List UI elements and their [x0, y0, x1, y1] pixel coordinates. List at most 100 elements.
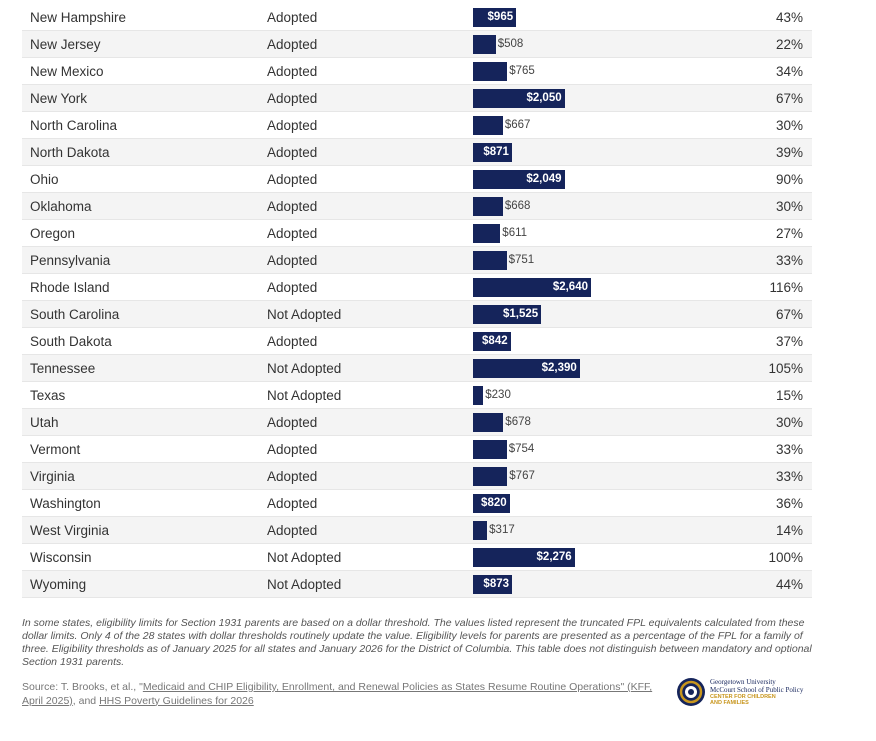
bar-value-label: $767 [509, 470, 535, 482]
expansion-status: Adopted [267, 172, 318, 187]
logo-line-families: AND FAMILIES [710, 700, 749, 706]
eligibility-bar [473, 224, 501, 243]
fpl-percent: 30% [775, 415, 803, 430]
table-row: Pennsylvania Adopted $751 33% [22, 247, 812, 274]
eligibility-bar [473, 359, 580, 378]
logo-line-university: Georgetown University [710, 678, 776, 686]
expansion-status: Not Adopted [267, 361, 342, 376]
fpl-percent: 27% [775, 226, 803, 241]
bar-value-label: $873 [483, 578, 510, 590]
fpl-percent: 30% [775, 199, 803, 214]
georgetown-logo: Georgetown University McCourt School of … [676, 677, 816, 709]
table-row: North Carolina Adopted $667 30% [22, 112, 812, 139]
table-row: Tennessee Not Adopted $2,390 105% [22, 355, 812, 382]
state-name: Utah [30, 415, 59, 430]
state-name: New Mexico [30, 64, 104, 79]
bar-value-label: $317 [489, 524, 515, 536]
eligibility-bar [473, 143, 512, 162]
bar-value-label: $667 [504, 119, 531, 131]
bar-value-label: $965 [487, 11, 514, 23]
eligibility-bar [473, 116, 503, 135]
bar-value-label: $842 [482, 335, 508, 347]
eligibility-bar [473, 8, 517, 27]
table-row: Wyoming Not Adopted $873 44% [22, 571, 812, 598]
table-row: Oregon Adopted $611 27% [22, 220, 812, 247]
expansion-status: Adopted [267, 469, 318, 484]
eligibility-bar [473, 170, 565, 189]
source-link-kff[interactable]: Medicaid and CHIP Eligibility, Enrollmen… [22, 681, 653, 707]
fpl-percent: 30% [775, 118, 803, 133]
expansion-status: Adopted [267, 280, 318, 295]
table-row: New Mexico Adopted $765 34% [22, 58, 812, 85]
fpl-percent: 67% [775, 307, 803, 322]
bar-value-label: $2,640 [552, 281, 588, 293]
fpl-percent: 36% [775, 496, 803, 511]
eligibility-bar [473, 305, 542, 324]
state-name: South Carolina [30, 307, 120, 322]
bar-value-label: $2,049 [526, 173, 562, 185]
table-row: New York Adopted $2,050 67% [22, 85, 812, 112]
eligibility-table: New Hampshire Adopted $965 43% New Jersey Ado… [22, 4, 812, 598]
expansion-status: Not Adopted [267, 388, 342, 403]
table-row: Ohio Adopted $2,049 90% [22, 166, 812, 193]
bar-value-label: $754 [508, 443, 535, 455]
table-row: South Carolina Not Adopted $1,525 67% [22, 301, 812, 328]
eligibility-bar [473, 35, 496, 54]
eligibility-bar [473, 440, 507, 459]
fpl-percent: 43% [775, 10, 803, 25]
fpl-percent: 22% [775, 37, 803, 52]
expansion-status: Adopted [267, 496, 318, 511]
fpl-percent: 44% [775, 577, 803, 592]
bar-value-label: $230 [485, 389, 511, 401]
state-name: Ohio [30, 172, 59, 187]
table-row: Wisconsin Not Adopted $2,276 100% [22, 544, 812, 571]
eligibility-bar [473, 251, 507, 270]
bar-value-label: $2,276 [536, 551, 572, 563]
expansion-status: Adopted [267, 64, 318, 79]
fpl-percent: 34% [775, 64, 803, 79]
bar-value-label: $2,050 [526, 92, 562, 104]
table-row: Vermont Adopted $754 33% [22, 436, 812, 463]
source-link-hhs[interactable]: HHS Poverty Guidelines for 2026 [99, 694, 254, 707]
state-name: South Dakota [30, 334, 112, 349]
fpl-percent: 33% [775, 253, 803, 268]
table-row: Rhode Island Adopted $2,640 116% [22, 274, 812, 301]
state-name: Rhode Island [30, 280, 110, 295]
expansion-status: Not Adopted [267, 307, 342, 322]
state-name: New Jersey [30, 37, 101, 52]
fpl-percent: 116% [769, 280, 803, 295]
state-name: Washington [30, 496, 101, 511]
bar-value-label: $751 [508, 254, 535, 266]
eligibility-bar [473, 467, 508, 486]
source-citation: Source: T. Brooks, et al., "Medicaid and… [22, 681, 662, 708]
expansion-status: Adopted [267, 10, 318, 25]
eligibility-bar [473, 494, 510, 513]
bar-value-label: $508 [497, 38, 524, 50]
state-name: North Dakota [30, 145, 110, 160]
eligibility-bar [473, 548, 575, 567]
table-row: West Virginia Adopted $317 14% [22, 517, 812, 544]
fpl-percent: 39% [775, 145, 803, 160]
fpl-percent: 67% [775, 91, 803, 106]
bar-value-label: $1,525 [502, 308, 539, 320]
logo-line-school: McCourt School of Public Policy [710, 685, 804, 694]
state-name: Pennsylvania [30, 253, 111, 268]
bar-value-label: $765 [509, 65, 535, 77]
fpl-percent: 14% [775, 523, 803, 538]
eligibility-bar [473, 575, 513, 594]
footnote: In some states, eligibility limits for S… [22, 617, 812, 668]
fpl-percent: 100% [768, 550, 803, 565]
expansion-status: Adopted [267, 415, 318, 430]
table-row: Texas Not Adopted $230 15% [22, 382, 812, 409]
expansion-status: Adopted [267, 226, 318, 241]
state-name: Wyoming [30, 577, 87, 592]
bar-value-label: $871 [483, 146, 509, 158]
state-name: New York [30, 91, 88, 106]
expansion-status: Adopted [267, 145, 318, 160]
state-name: North Carolina [30, 118, 118, 133]
bar-value-label: $678 [505, 416, 531, 428]
state-name: Oregon [30, 226, 76, 241]
source-prefix: Source: T. Brooks, et al., " [22, 681, 143, 693]
logo-line-center: CENTER FOR CHILDREN [710, 694, 776, 700]
eligibility-bar [473, 197, 503, 216]
